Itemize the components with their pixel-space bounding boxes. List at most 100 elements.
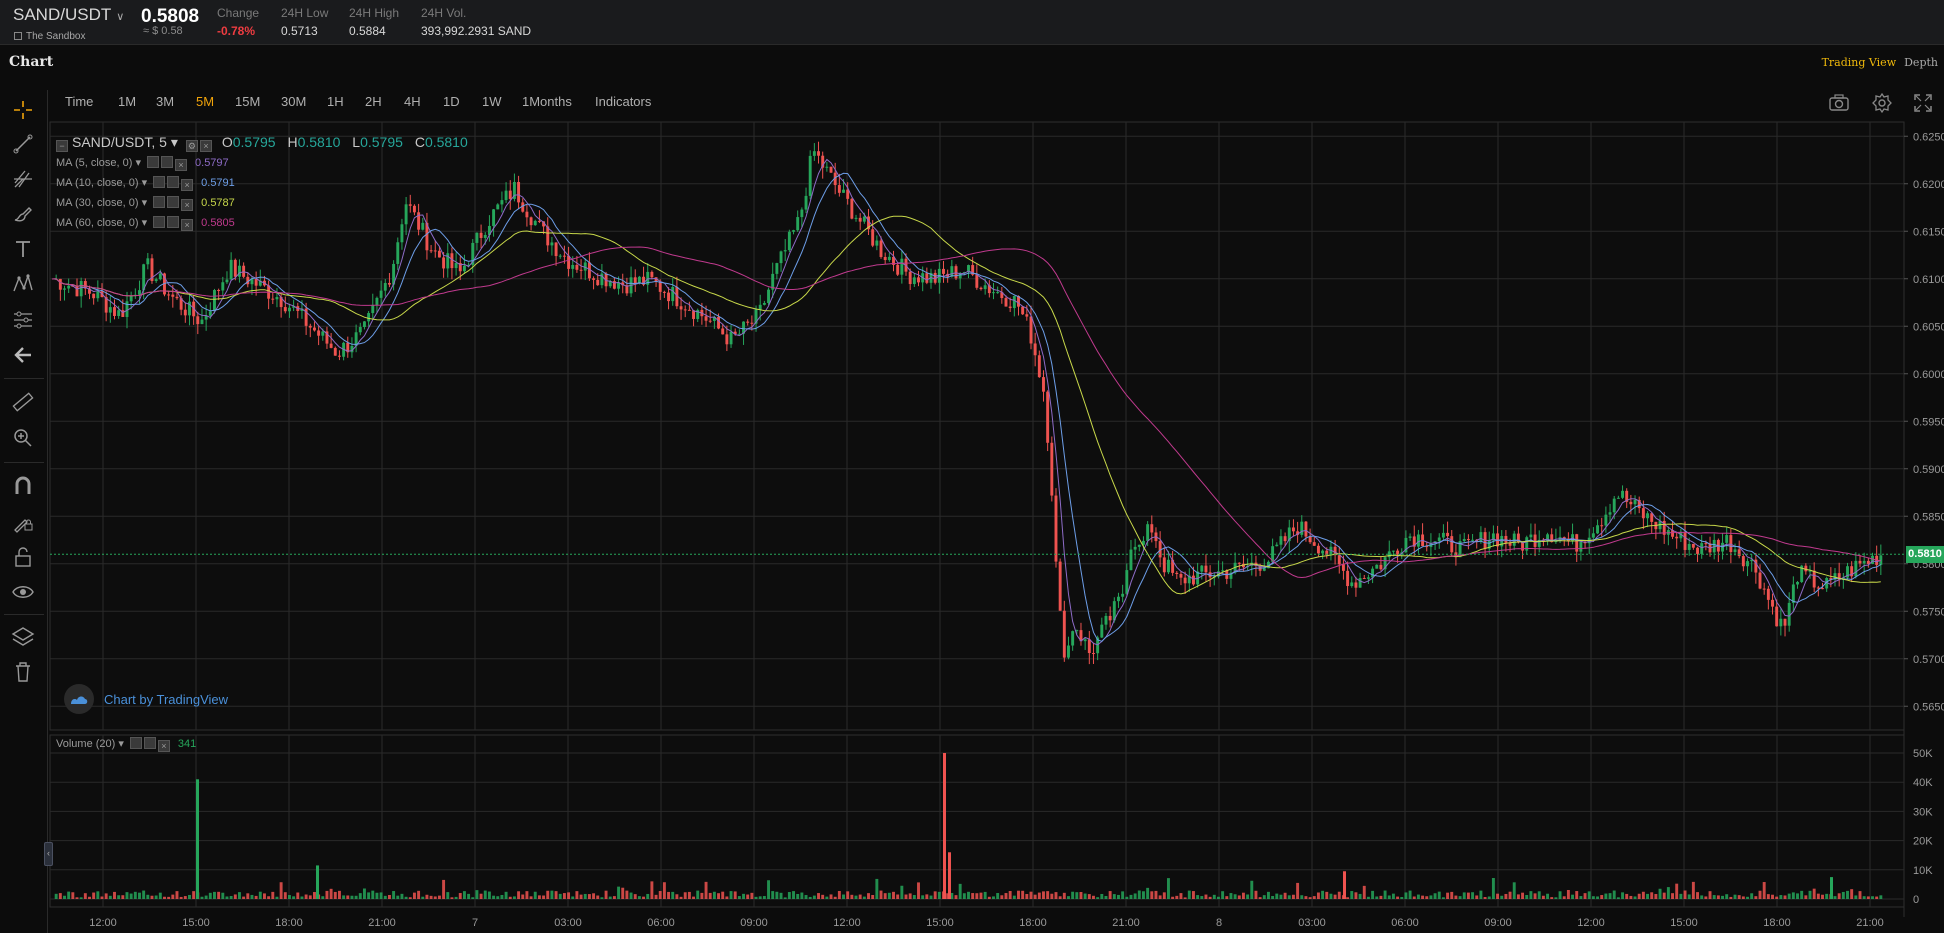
eye-mini-icon[interactable]	[153, 196, 166, 208]
interval-1months[interactable]: 1Months	[522, 94, 572, 109]
volume-bar	[1329, 893, 1333, 899]
volume-bar	[450, 897, 454, 899]
zoom-in-icon[interactable]	[11, 426, 35, 450]
layers-icon[interactable]	[11, 625, 35, 649]
magnet-icon[interactable]	[11, 474, 35, 498]
fullscreen-icon[interactable]	[1912, 92, 1934, 114]
collapse-panel-chevron-icon[interactable]: ‹	[44, 842, 53, 866]
gear-icon[interactable]	[1871, 92, 1893, 114]
candle-body	[450, 253, 454, 269]
ma-caret-icon[interactable]: ▾	[141, 197, 148, 209]
close-mini-icon[interactable]: ×	[181, 179, 194, 191]
settings-mini-icon[interactable]	[143, 737, 156, 749]
settings-mini-icon[interactable]	[167, 216, 180, 228]
interval-2h[interactable]: 2H	[365, 94, 382, 109]
interval-1d[interactable]: 1D	[443, 94, 460, 109]
interval-1h[interactable]: 1H	[327, 94, 344, 109]
ruler-icon[interactable]	[11, 390, 35, 414]
candle-body	[1621, 490, 1625, 498]
interval-time[interactable]: Time	[65, 94, 94, 109]
brush-icon[interactable]	[11, 202, 35, 226]
volume-bar	[329, 888, 333, 899]
interval-4h[interactable]: 4H	[404, 94, 421, 109]
candle-body	[117, 310, 121, 316]
eye-mini-icon[interactable]	[153, 216, 166, 228]
tradingview-badge[interactable]: Chart by TradingView	[64, 684, 228, 714]
candle-body	[475, 232, 479, 243]
trading-view-tab[interactable]: Trading View	[1821, 56, 1897, 69]
interval-15m[interactable]: 15M	[235, 94, 261, 109]
volume-bar	[350, 895, 354, 899]
interval-1m[interactable]: 1M	[118, 94, 137, 109]
settings-mini-icon[interactable]: ⚙	[185, 140, 198, 152]
interval-5m[interactable]: 5M	[196, 94, 215, 109]
interval-1w[interactable]: 1W	[482, 94, 502, 109]
volume-bar	[1212, 894, 1216, 899]
eye-mini-icon[interactable]	[129, 737, 142, 749]
volume-bar	[400, 893, 404, 899]
candle-body	[925, 273, 929, 283]
pair-selector[interactable]: SAND/USDT ∨	[13, 5, 124, 25]
candle-body	[1117, 596, 1120, 602]
candle-body	[1866, 560, 1870, 564]
lock-drawing-icon[interactable]	[11, 510, 35, 534]
volume-bar	[1654, 893, 1658, 899]
text-icon[interactable]	[11, 237, 35, 261]
close-mini-icon[interactable]: ×	[181, 199, 194, 211]
close-mini-icon[interactable]: ×	[181, 219, 194, 231]
candle-body	[1775, 606, 1779, 627]
collapse-legend-icon[interactable]: −	[56, 140, 68, 152]
candle-body	[1391, 550, 1395, 552]
volume-bar	[1879, 895, 1883, 899]
volume-bar	[1504, 893, 1508, 899]
volume-caret-icon[interactable]: ▾	[118, 738, 124, 750]
candle-body	[1371, 568, 1375, 578]
back-arrow-icon[interactable]	[11, 343, 35, 367]
interval-30m[interactable]: 30M	[281, 94, 307, 109]
pitchfork-icon[interactable]	[11, 167, 35, 191]
trash-icon[interactable]	[11, 660, 35, 684]
volume-bar	[958, 883, 962, 899]
candle-body	[238, 265, 241, 277]
eye-mini-icon[interactable]	[153, 176, 166, 188]
camera-icon[interactable]	[1828, 92, 1850, 114]
close-mini-icon[interactable]: ×	[175, 159, 188, 171]
candle-body	[108, 307, 112, 313]
volume-bar	[1454, 895, 1458, 899]
close-mini-icon[interactable]: ×	[199, 140, 212, 152]
volume-bar	[467, 893, 471, 899]
volume-bar	[125, 892, 129, 899]
unlock-icon[interactable]	[11, 545, 35, 569]
volume-bar	[1575, 891, 1579, 899]
volume-bar	[167, 896, 171, 899]
settings-mini-icon[interactable]	[167, 176, 180, 188]
volume-bar	[1046, 891, 1050, 899]
volume-bar	[192, 891, 196, 899]
candle-body	[1058, 561, 1062, 611]
candle-body	[496, 204, 500, 210]
settings-mini-icon[interactable]	[167, 196, 180, 208]
volume-bar	[1221, 891, 1225, 899]
ma-caret-icon[interactable]: ▾	[141, 217, 148, 229]
volume-spike-bar	[943, 753, 946, 899]
depth-tab[interactable]: Depth	[1904, 56, 1938, 69]
indicators-button[interactable]: Indicators	[595, 94, 652, 109]
crosshair-icon[interactable]	[11, 98, 35, 122]
volume-bar	[104, 893, 108, 899]
eye-icon[interactable]	[11, 580, 35, 604]
ma-caret-icon[interactable]: ▾	[135, 157, 142, 169]
measure-icon[interactable]	[11, 308, 35, 332]
eye-mini-icon[interactable]	[147, 156, 160, 168]
ma-caret-icon[interactable]: ▾	[141, 177, 148, 189]
close-mini-icon[interactable]: ×	[157, 740, 170, 752]
trend-line-icon[interactable]	[11, 132, 35, 156]
volume-bar	[975, 893, 979, 899]
settings-mini-icon[interactable]	[161, 156, 174, 168]
pattern-icon[interactable]	[11, 272, 35, 296]
legend-caret-icon[interactable]: ▾	[170, 134, 178, 150]
candle-body	[233, 259, 237, 277]
volume-bar	[1366, 896, 1370, 899]
interval-3m[interactable]: 3M	[156, 94, 175, 109]
candle-body	[571, 264, 575, 269]
